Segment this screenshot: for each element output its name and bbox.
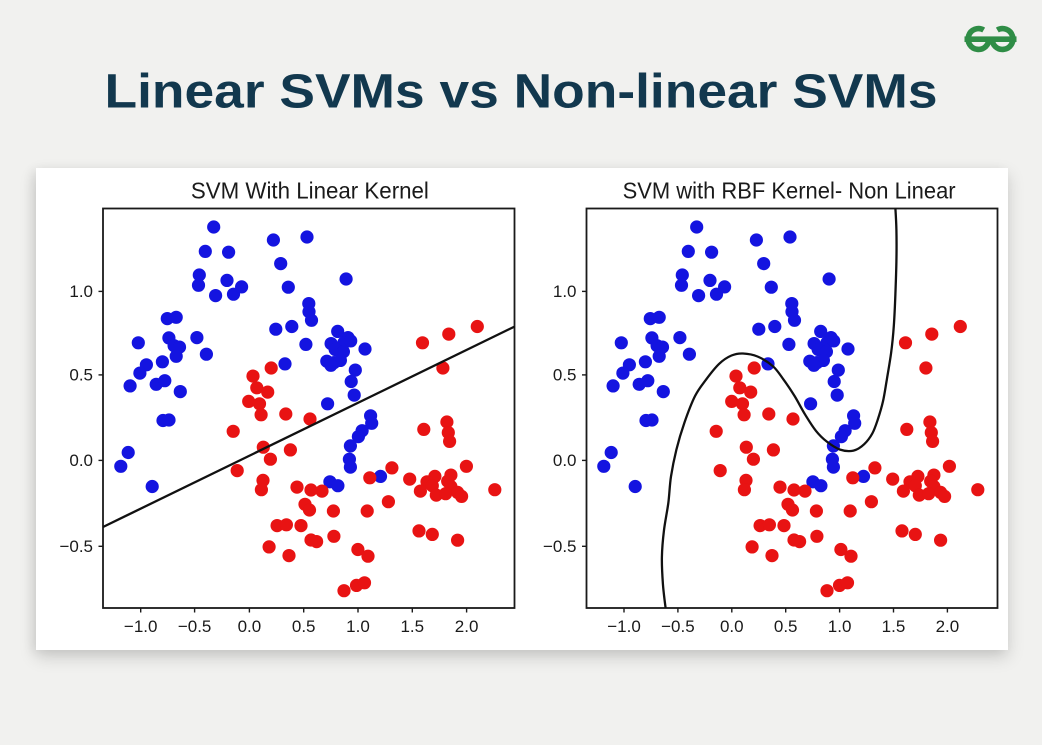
svg-text:1.0: 1.0 <box>69 282 93 301</box>
svg-text:0.5: 0.5 <box>553 365 577 384</box>
svg-text:0.5: 0.5 <box>774 617 798 636</box>
svg-text:1.5: 1.5 <box>400 617 424 636</box>
svg-text:−1.0: −1.0 <box>124 617 158 636</box>
svg-text:1.5: 1.5 <box>882 617 906 636</box>
svg-text:SVM With Linear Kernel: SVM With Linear Kernel <box>191 178 429 204</box>
svg-text:0.0: 0.0 <box>238 617 262 636</box>
svg-text:0.5: 0.5 <box>292 617 316 636</box>
svg-text:−0.5: −0.5 <box>59 537 93 556</box>
svg-text:0.0: 0.0 <box>553 451 577 470</box>
svg-text:SVM with RBF Kernel- Non Linea: SVM with RBF Kernel- Non Linear <box>623 178 956 204</box>
svg-text:−0.5: −0.5 <box>543 537 577 556</box>
svg-text:−1.0: −1.0 <box>607 617 641 636</box>
svg-text:1.0: 1.0 <box>346 617 370 636</box>
svg-text:2.0: 2.0 <box>936 617 960 636</box>
svg-text:0.0: 0.0 <box>69 451 93 470</box>
svg-text:1.0: 1.0 <box>828 617 852 636</box>
svg-text:−0.5: −0.5 <box>178 617 212 636</box>
svg-text:1.0: 1.0 <box>553 282 577 301</box>
svg-text:−0.5: −0.5 <box>661 617 695 636</box>
svg-text:0.5: 0.5 <box>69 365 93 384</box>
svg-text:0.0: 0.0 <box>720 617 744 636</box>
svg-text:Linear SVMs vs Non-linear SVMs: Linear SVMs vs Non-linear SVMs <box>105 66 938 119</box>
svg-text:2.0: 2.0 <box>455 617 479 636</box>
